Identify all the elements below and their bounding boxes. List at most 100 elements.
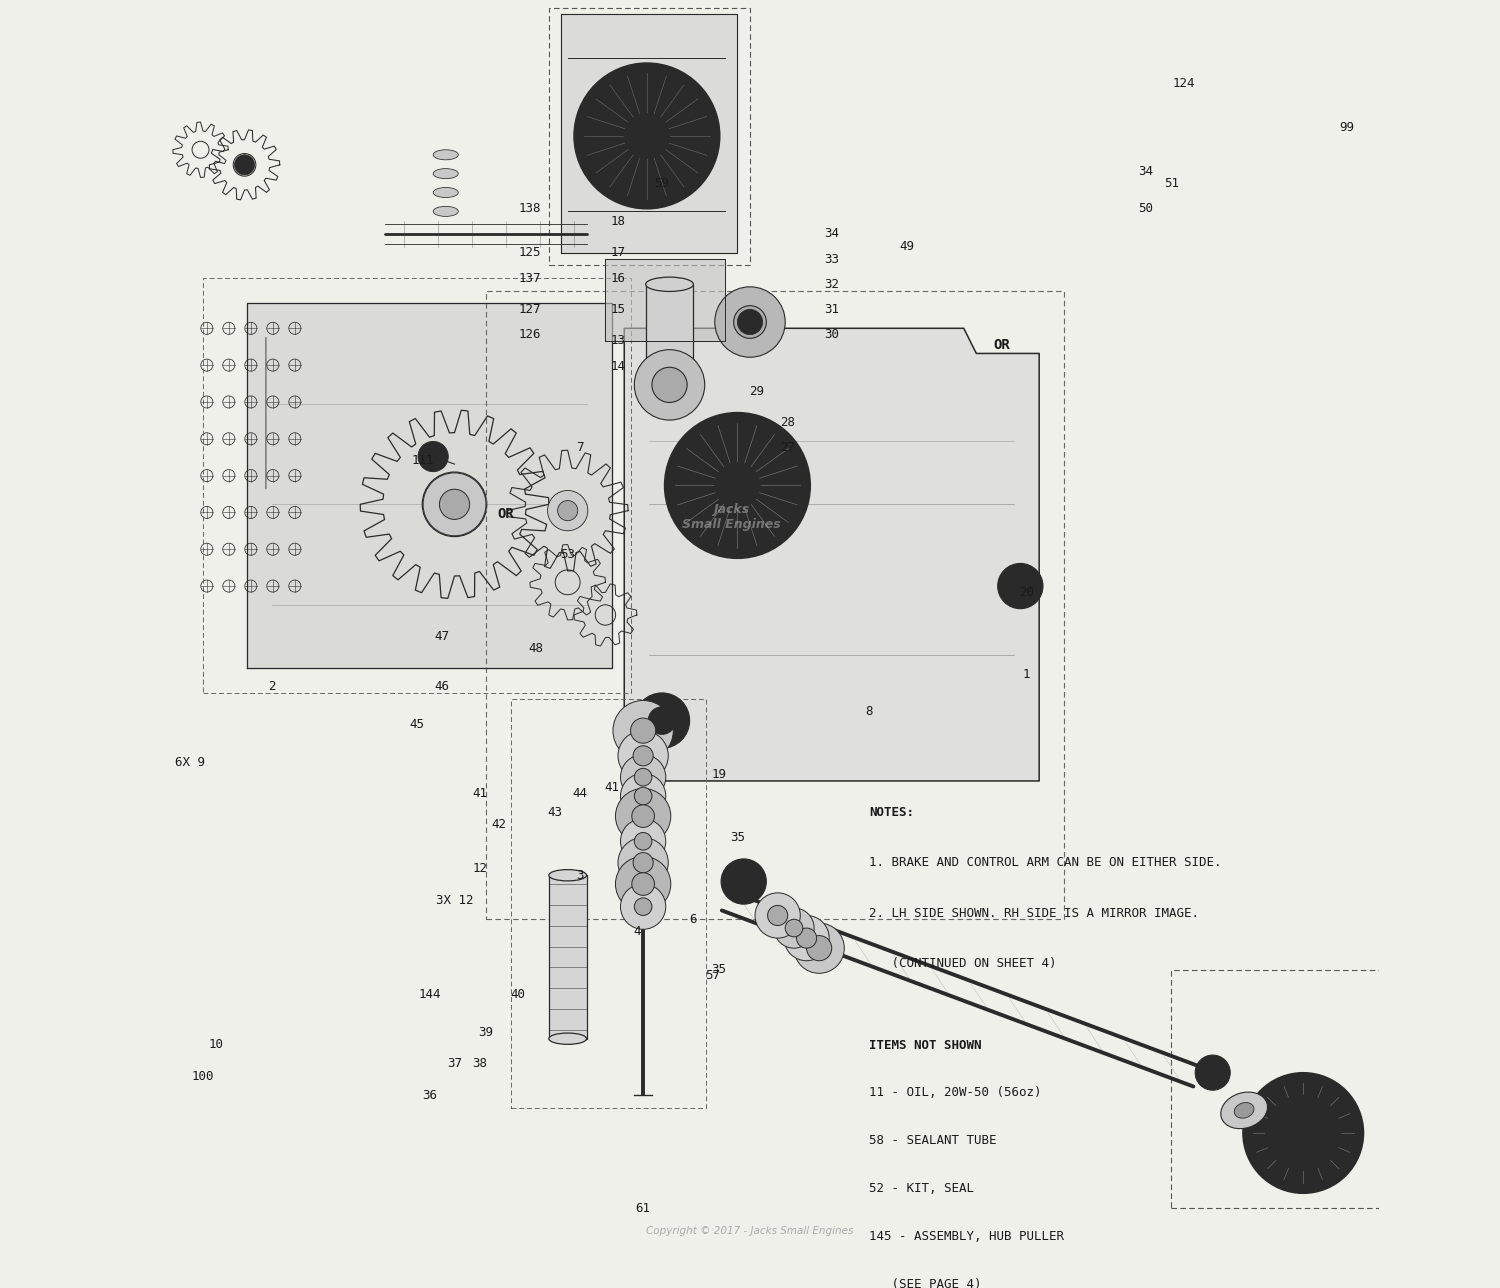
Text: 99: 99 xyxy=(1340,121,1354,134)
Circle shape xyxy=(648,707,676,734)
Text: 3: 3 xyxy=(576,868,584,882)
Text: 53: 53 xyxy=(560,549,574,562)
Text: 19: 19 xyxy=(711,768,726,781)
Circle shape xyxy=(1288,1118,1318,1148)
Polygon shape xyxy=(549,876,586,1038)
Text: 6: 6 xyxy=(690,913,698,926)
Text: 13: 13 xyxy=(610,335,626,348)
Ellipse shape xyxy=(549,869,586,881)
Text: 59: 59 xyxy=(654,178,669,191)
Circle shape xyxy=(807,935,831,961)
Circle shape xyxy=(633,746,652,766)
Circle shape xyxy=(784,920,802,936)
Text: 2: 2 xyxy=(268,680,276,693)
Text: 37: 37 xyxy=(447,1057,462,1070)
Circle shape xyxy=(423,473,486,536)
Circle shape xyxy=(615,788,670,844)
Circle shape xyxy=(618,837,669,887)
Text: 34: 34 xyxy=(824,228,839,241)
Text: 29: 29 xyxy=(748,385,764,398)
Circle shape xyxy=(234,155,255,175)
Text: 43: 43 xyxy=(548,806,562,819)
Text: 35: 35 xyxy=(711,963,726,976)
Circle shape xyxy=(632,873,654,895)
Text: 46: 46 xyxy=(435,680,450,693)
Text: 18: 18 xyxy=(610,215,626,228)
Text: 40: 40 xyxy=(510,988,525,1001)
Text: 8: 8 xyxy=(865,706,873,719)
Circle shape xyxy=(634,832,652,850)
Ellipse shape xyxy=(1234,1103,1254,1118)
Circle shape xyxy=(998,563,1042,609)
Polygon shape xyxy=(624,328,1040,781)
Text: 7: 7 xyxy=(576,442,584,455)
Text: 42: 42 xyxy=(490,818,506,832)
Circle shape xyxy=(621,773,666,819)
Text: (CONTINUED ON SHEET 4): (CONTINUED ON SHEET 4) xyxy=(870,957,1058,970)
Ellipse shape xyxy=(433,188,459,197)
Circle shape xyxy=(614,701,674,761)
Circle shape xyxy=(632,805,654,827)
Circle shape xyxy=(738,309,762,335)
Circle shape xyxy=(754,893,801,938)
Circle shape xyxy=(548,491,588,531)
Text: OR: OR xyxy=(993,337,1010,352)
Polygon shape xyxy=(561,14,738,252)
Circle shape xyxy=(784,916,830,961)
Circle shape xyxy=(716,287,784,357)
Text: 1: 1 xyxy=(1023,667,1031,680)
Circle shape xyxy=(734,305,766,339)
Circle shape xyxy=(794,923,844,974)
Text: 52 - KIT, SEAL: 52 - KIT, SEAL xyxy=(870,1182,975,1195)
Circle shape xyxy=(768,905,788,926)
Circle shape xyxy=(574,63,720,209)
Text: 12: 12 xyxy=(472,863,488,876)
Circle shape xyxy=(1266,1095,1341,1171)
Circle shape xyxy=(633,853,652,873)
Text: (SEE PAGE 4): (SEE PAGE 4) xyxy=(870,1278,982,1288)
Ellipse shape xyxy=(433,169,459,179)
Text: 14: 14 xyxy=(610,359,626,372)
Text: 47: 47 xyxy=(435,630,450,643)
Text: 28: 28 xyxy=(780,416,795,429)
Circle shape xyxy=(634,787,652,805)
Text: 49: 49 xyxy=(900,240,915,252)
Text: 6X 9: 6X 9 xyxy=(176,756,206,769)
Text: 10: 10 xyxy=(209,1038,224,1051)
Text: Copyright © 2017 - Jacks Small Engines: Copyright © 2017 - Jacks Small Engines xyxy=(646,1226,854,1236)
Text: 45: 45 xyxy=(410,717,424,730)
Circle shape xyxy=(419,442,448,471)
Text: 61: 61 xyxy=(636,1202,651,1215)
Ellipse shape xyxy=(433,206,459,216)
Text: 51: 51 xyxy=(1164,178,1179,191)
Text: 127: 127 xyxy=(519,303,542,316)
Circle shape xyxy=(664,412,810,559)
Polygon shape xyxy=(645,285,693,385)
Circle shape xyxy=(734,872,754,891)
Ellipse shape xyxy=(1221,1092,1268,1128)
Text: 58 - SEALANT TUBE: 58 - SEALANT TUBE xyxy=(870,1135,998,1148)
Text: 124: 124 xyxy=(1173,76,1196,90)
Text: 48: 48 xyxy=(530,643,544,656)
Text: 20: 20 xyxy=(1019,586,1034,599)
Text: 3X 12: 3X 12 xyxy=(436,894,474,907)
Text: 32: 32 xyxy=(824,278,839,291)
Text: 39: 39 xyxy=(478,1027,494,1039)
Text: 35: 35 xyxy=(730,831,746,844)
Text: 16: 16 xyxy=(610,272,626,285)
Text: 1. BRAKE AND CONTROL ARM CAN BE ON EITHER SIDE.: 1. BRAKE AND CONTROL ARM CAN BE ON EITHE… xyxy=(870,857,1222,869)
Circle shape xyxy=(598,88,694,184)
Text: 100: 100 xyxy=(192,1070,214,1083)
Circle shape xyxy=(634,693,690,748)
Text: 138: 138 xyxy=(519,202,542,215)
Text: 137: 137 xyxy=(519,272,542,285)
Text: 111: 111 xyxy=(413,453,435,466)
Text: 36: 36 xyxy=(422,1088,436,1101)
Ellipse shape xyxy=(645,377,693,392)
Text: Jacks
Small Engines: Jacks Small Engines xyxy=(682,502,780,531)
Text: 17: 17 xyxy=(610,246,626,259)
Text: 27: 27 xyxy=(780,442,795,455)
Circle shape xyxy=(1204,1065,1219,1081)
Text: 41: 41 xyxy=(472,787,488,800)
Circle shape xyxy=(690,438,784,533)
